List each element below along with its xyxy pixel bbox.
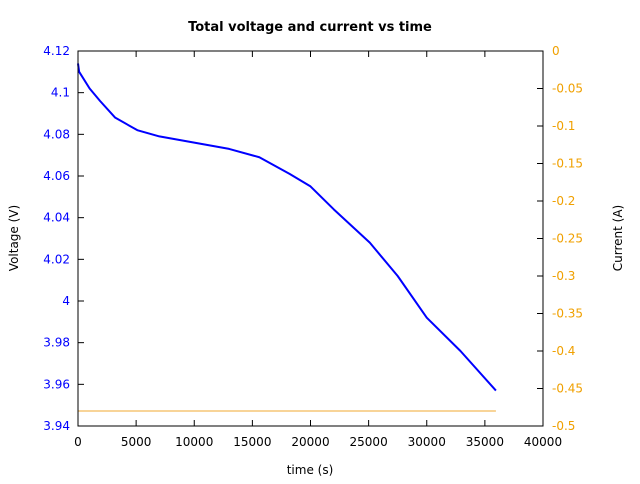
y2-tick-label: -0.5 xyxy=(552,419,575,433)
x-tick-label: 10000 xyxy=(175,435,213,449)
y2-tick-label: -0.45 xyxy=(552,382,583,396)
y2-tick-label: -0.25 xyxy=(552,232,583,246)
x-tick-label: 40000 xyxy=(524,435,562,449)
x-tick-label: 30000 xyxy=(408,435,446,449)
y-tick-label: 4.12 xyxy=(43,44,70,58)
y2-tick-label: -0.2 xyxy=(552,194,575,208)
plot-frame xyxy=(77,50,544,427)
y2-tick-label: -0.3 xyxy=(552,269,575,283)
x-axis-label: time (s) xyxy=(287,463,334,477)
y2-tick-label: -0.05 xyxy=(552,82,583,96)
y2-tick-label: -0.1 xyxy=(552,119,575,133)
x-tick-label: 20000 xyxy=(291,435,329,449)
y-axis-label: Voltage (V) xyxy=(7,205,21,271)
y-tick-label: 4.02 xyxy=(43,252,70,266)
x-tick-label: 0 xyxy=(74,435,82,449)
y-tick-label: 4.06 xyxy=(43,169,70,183)
y-tick-label: 4.1 xyxy=(51,86,70,100)
x-tick-label: 15000 xyxy=(233,435,271,449)
x-tick-label: 35000 xyxy=(466,435,504,449)
y-tick-label: 3.96 xyxy=(43,377,70,391)
y2-tick-label: -0.4 xyxy=(552,344,575,358)
y2-tick-label: -0.15 xyxy=(552,157,583,171)
chart-title: Total voltage and current vs time xyxy=(188,20,432,35)
y-tick-label: 3.98 xyxy=(43,336,70,350)
voltage-line xyxy=(77,63,497,392)
y-tick-label: 4.08 xyxy=(43,127,70,141)
y2-tick-label: 0 xyxy=(552,44,560,58)
y-tick-label: 4 xyxy=(62,294,70,308)
x-tick-label: 5000 xyxy=(121,435,152,449)
x-tick-label: 25000 xyxy=(350,435,388,449)
y2-axis-label: Current (A) xyxy=(611,205,625,271)
y-tick-label: 4.04 xyxy=(43,211,70,225)
y-tick-label: 3.94 xyxy=(43,419,70,433)
y2-tick-label: -0.35 xyxy=(552,307,583,321)
